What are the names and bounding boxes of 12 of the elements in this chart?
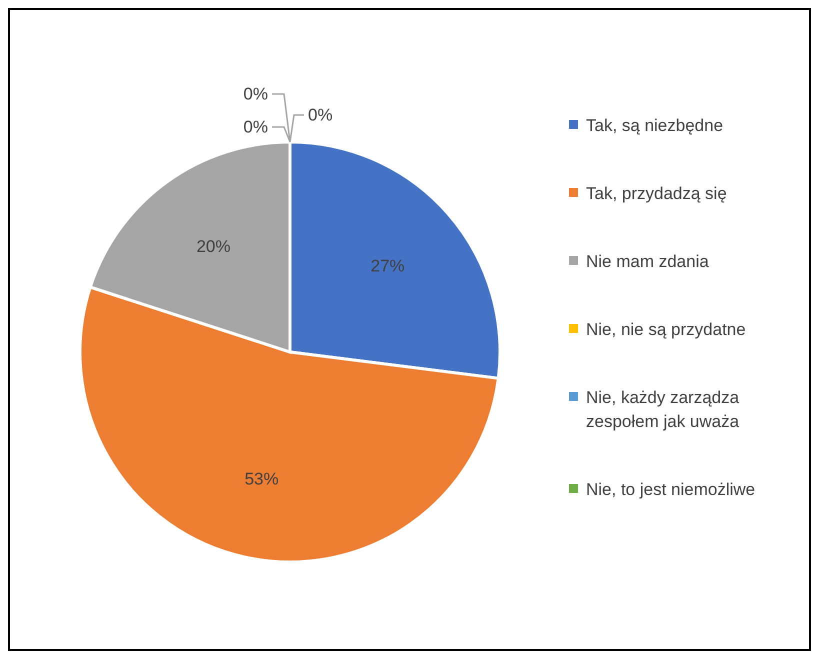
data-label: 27% [370,256,405,276]
data-label: 20% [196,237,230,256]
text: 0% [308,106,333,124]
text: 0% [243,118,268,136]
text: 0% [243,84,268,104]
legend-label: Nie, to jest niemożliwe [586,478,756,500]
legend-label: Nie, każdy zarządza zespołem jak uważa [586,386,740,432]
legend-label: Tak, są niezbędne [586,114,724,136]
legend-label: Tak, przydadzą się [586,182,727,204]
legend-label: Nie mam zdania [586,250,709,272]
data-label: 53% [244,470,279,489]
legend-label: Nie, nie są przydatne [586,318,746,340]
